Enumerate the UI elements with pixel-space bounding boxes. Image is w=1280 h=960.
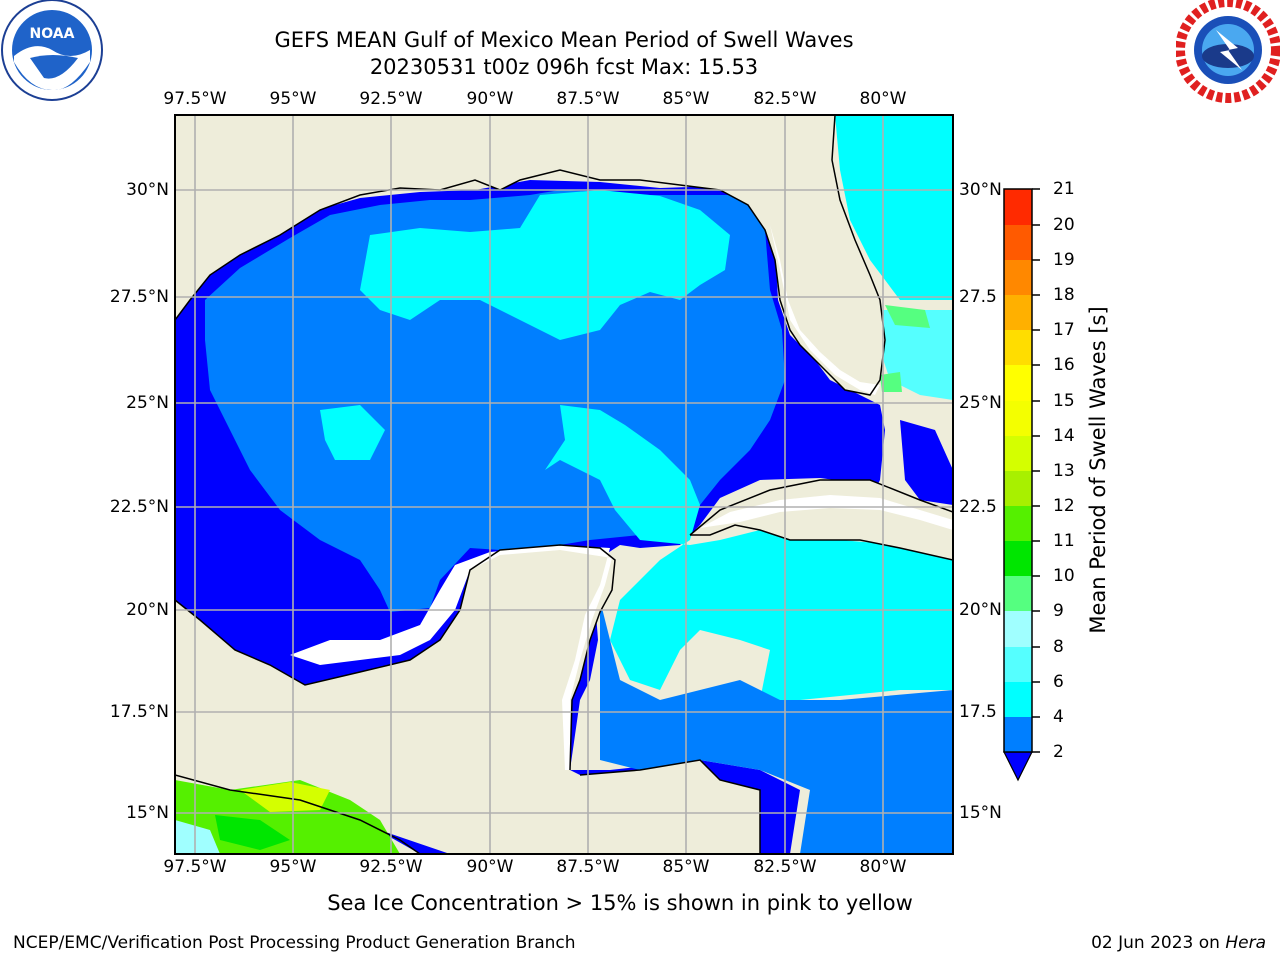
lat-tick-left: 25°N — [126, 393, 169, 413]
lon-tick-bottom: 97.5°W — [163, 857, 227, 877]
colorbar-tick: 19 — [1053, 250, 1075, 270]
colorbar-tick: 17 — [1053, 320, 1075, 340]
lon-tick-top: 92.5°W — [359, 89, 423, 109]
colorbar-tick: 14 — [1053, 426, 1075, 446]
lon-tick-top: 97.5°W — [163, 89, 227, 109]
colorbar-tick: 21 — [1053, 179, 1075, 199]
lon-tick-bottom: 90°W — [466, 857, 514, 877]
lat-tick-left: 27.5°N — [109, 287, 169, 307]
lon-tick-top: 82.5°W — [753, 89, 817, 109]
florida-land — [475, 115, 885, 395]
colorbar-tick: 20 — [1053, 215, 1075, 235]
lon-tick-bottom: 95°W — [269, 857, 317, 877]
colorbar-tick: 4 — [1053, 707, 1064, 727]
colorbar-tick: 11 — [1053, 531, 1075, 551]
lon-tick-top: 87.5°W — [556, 89, 620, 109]
us-coast-land — [175, 115, 700, 320]
colorbar-tick: 6 — [1053, 672, 1064, 692]
lat-tick-right: 27.5 — [959, 287, 997, 307]
colorbar-tick: 18 — [1053, 285, 1075, 305]
colorbar-tick: 9 — [1053, 601, 1064, 621]
lat-tick-right: 15°N — [959, 803, 1002, 823]
lon-tick-bottom: 87.5°W — [556, 857, 620, 877]
lat-tick-right: 22.5 — [959, 497, 997, 517]
atlantic-green-patch-2 — [880, 372, 902, 392]
bahamas-blue — [900, 420, 953, 505]
colorbar-tick: 13 — [1053, 461, 1075, 481]
yucatan-coast-nodata — [290, 545, 612, 770]
gridlines — [175, 115, 953, 854]
lat-tick-left: 20°N — [126, 600, 169, 620]
colorbar-tick: 8 — [1053, 637, 1064, 657]
florida-coast-nodata — [770, 225, 880, 395]
lon-tick-bottom: 82.5°W — [753, 857, 817, 877]
lon-tick-bottom: 85°W — [662, 857, 710, 877]
nws-logo-icon — [1176, 0, 1280, 103]
lat-tick-right: 20°N — [959, 600, 1002, 620]
lon-tick-top: 85°W — [662, 89, 710, 109]
pacific-yellow-patch — [240, 782, 330, 812]
atlantic-green-patch — [885, 305, 930, 328]
atlantic-cyan-region — [835, 115, 953, 300]
caribbean-azure-region — [600, 600, 953, 854]
lon-tick-bottom: 92.5°W — [359, 857, 423, 877]
gulf-cyan-region — [360, 190, 730, 340]
lon-tick-top: 95°W — [269, 89, 317, 109]
colorbar-label: Mean Period of Swell Waves [s] — [1086, 306, 1110, 634]
colorbar-extend-triangle — [1003, 751, 1033, 782]
pacific-lightcyan — [175, 820, 220, 854]
lat-tick-right: 30°N — [959, 180, 1002, 200]
lon-tick-top: 90°W — [466, 89, 514, 109]
yucatan-land — [175, 545, 760, 854]
colorbar — [1003, 188, 1040, 782]
lat-tick-left: 17.5°N — [109, 702, 169, 722]
map-subtitle: 20230531 t00z 096h fcst Max: 15.53 — [369, 55, 759, 79]
noaa-logo-icon: NOAA — [1, 0, 103, 101]
pacific-green-dark — [215, 815, 290, 850]
colorbar-tick: 15 — [1053, 391, 1075, 411]
credit-text: NCEP/EMC/Verification Post Processing Pr… — [13, 933, 576, 953]
host-name: Hera — [1225, 933, 1266, 953]
map-title: GEFS MEAN Gulf of Mexico Mean Period of … — [274, 28, 854, 52]
colorbar-tick: 2 — [1053, 742, 1064, 762]
gulf-cyan-center — [545, 405, 953, 700]
sea-ice-note: Sea Ice Concentration > 15% is shown in … — [327, 891, 913, 915]
lat-tick-right: 17.5 — [959, 702, 997, 722]
cuba-land — [690, 480, 953, 560]
date-text: 02 Jun 2023 on Hera — [1091, 933, 1266, 953]
lat-tick-left: 15°N — [126, 803, 169, 823]
colorbar-tick: 10 — [1053, 566, 1075, 586]
colorbar-tick: 12 — [1053, 496, 1075, 516]
map-frame — [174, 114, 954, 855]
lon-tick-top: 80°W — [859, 89, 907, 109]
gulf-cyan-west — [320, 405, 385, 460]
lat-tick-left: 22.5°N — [109, 497, 169, 517]
lat-tick-right: 25°N — [959, 393, 1002, 413]
colorbar-tick: 16 — [1053, 355, 1075, 375]
noaa-logo-text: NOAA — [30, 26, 75, 42]
lon-tick-bottom: 80°W — [859, 857, 907, 877]
lat-tick-left: 30°N — [126, 180, 169, 200]
cuba-coast-nodata — [700, 495, 953, 530]
